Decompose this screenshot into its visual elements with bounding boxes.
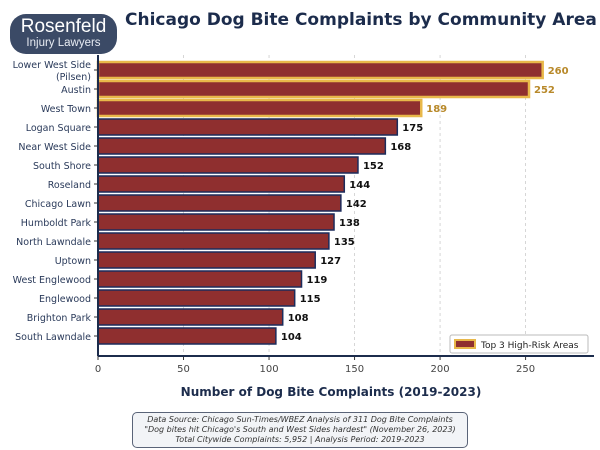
- bar-value-label: 260: [548, 66, 569, 77]
- bar-value-label: 115: [300, 294, 321, 305]
- bar-value-label: 189: [426, 104, 447, 115]
- y-tick-label: Brighton Park: [27, 313, 92, 324]
- legend-swatch: [454, 339, 476, 349]
- source-line3: Total Citywide Complaints: 5,952 | Analy…: [175, 435, 425, 444]
- x-tick-label: 250: [516, 364, 535, 375]
- bar: [96, 60, 544, 80]
- x-tick-label: 150: [345, 364, 364, 375]
- source-line1: Data Source: Chicago Sun-Times/WBEZ Anal…: [147, 415, 453, 424]
- bar-value-label: 142: [346, 199, 367, 210]
- bar: [97, 156, 359, 174]
- x-axis-label: Number of Dog Bite Complaints (2019-2023…: [181, 385, 482, 399]
- bar: [97, 118, 399, 136]
- bar-value-label: 127: [320, 256, 341, 267]
- bar: [97, 327, 277, 345]
- bar: [96, 79, 531, 99]
- bar-value-label: 104: [281, 332, 302, 343]
- bar-value-label: 152: [363, 161, 384, 172]
- bar-value-label: 252: [534, 85, 555, 96]
- bar: [97, 308, 284, 326]
- bar-value-label: 135: [334, 237, 355, 248]
- bar-value-label: 138: [339, 218, 360, 229]
- bar: [97, 232, 330, 250]
- legend-box: [449, 334, 589, 354]
- y-tick-label: Austin: [61, 85, 91, 96]
- bar: [97, 137, 387, 155]
- legend-label: Top 3 High-Risk Areas: [480, 341, 579, 351]
- x-tick-label: 50: [177, 364, 190, 375]
- y-tick-label: Roseland: [48, 180, 91, 191]
- data-source-box: Data Source: Chicago Sun-Times/WBEZ Anal…: [132, 412, 468, 448]
- bar: [97, 251, 316, 269]
- y-tick-label: West Town: [41, 104, 91, 115]
- y-tick-label: Englewood: [39, 294, 91, 305]
- x-tick-label: 100: [259, 364, 278, 375]
- bar: [97, 194, 342, 212]
- rosenfeld-logo: Rosenfeld Injury Lawyers: [10, 14, 117, 54]
- y-tick-label: Logan Square: [26, 123, 91, 134]
- y-tick-label: (Pilsen): [56, 72, 91, 83]
- bar: [97, 270, 303, 288]
- bar-value-label: 108: [288, 313, 309, 324]
- y-tick-label: Uptown: [55, 256, 91, 267]
- y-tick-label: North Lawndale: [16, 237, 91, 248]
- x-tick-label: 0: [95, 364, 101, 375]
- y-tick-label: Humboldt Park: [21, 218, 92, 229]
- y-tick-label: South Lawndale: [15, 332, 91, 343]
- logo-line2: Injury Lawyers: [26, 37, 101, 49]
- logo-line1: Rosenfeld: [20, 16, 107, 37]
- y-tick-label: Near West Side: [18, 142, 91, 153]
- y-tick-label: West Englewood: [13, 275, 91, 286]
- y-tick-label: Chicago Lawn: [25, 199, 91, 210]
- bar: [97, 175, 346, 193]
- bar: [97, 289, 296, 307]
- bar-value-label: 144: [349, 180, 370, 191]
- bar: [96, 98, 423, 118]
- bar-value-label: 168: [390, 142, 411, 153]
- bar: [97, 213, 335, 231]
- y-tick-label: South Shore: [33, 161, 91, 172]
- bar-value-label: 175: [402, 123, 423, 134]
- chart-title: Chicago Dog Bite Complaints by Community…: [125, 10, 597, 30]
- bar-value-label: 119: [307, 275, 328, 286]
- y-tick-label: Lower West Side: [13, 60, 92, 71]
- x-tick-label: 200: [431, 364, 450, 375]
- source-line2: "Dog bites hit Chicago's South and West …: [144, 425, 456, 434]
